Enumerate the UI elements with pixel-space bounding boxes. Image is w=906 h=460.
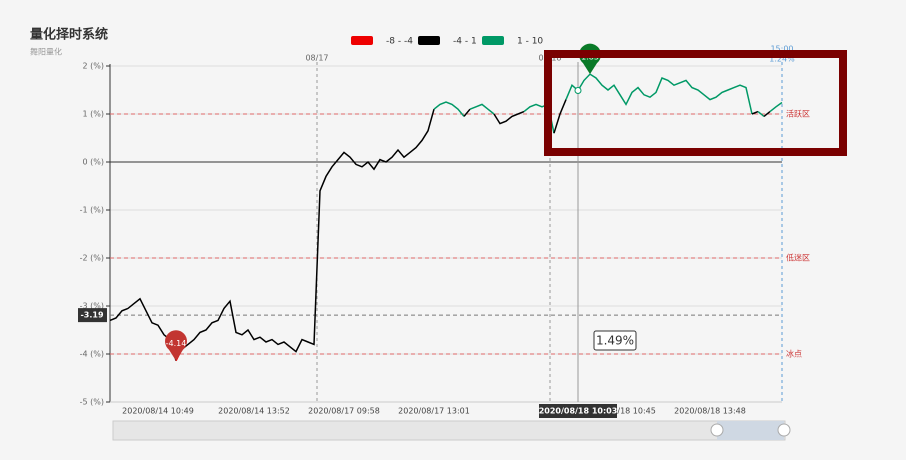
mark-line-label: 活跃区 (786, 109, 810, 119)
line-series (565, 73, 753, 115)
line-series (469, 103, 495, 115)
y-tick-label: -1 (%) (80, 206, 104, 215)
line-series (553, 99, 567, 134)
y-tick-label: -2 (%) (80, 254, 104, 263)
line-series (751, 110, 759, 115)
y-tick-label: 1 (%) (83, 110, 104, 119)
pin-label: -4.14 (166, 339, 187, 348)
chart-title: 量化择时系统 (30, 27, 108, 43)
line-series (769, 101, 783, 113)
line-series (181, 108, 435, 353)
pointer-dot (574, 86, 582, 94)
y-tick-label: -5 (%) (80, 398, 104, 407)
y-tick-label: 0 (%) (83, 158, 104, 167)
mark-line-label: 低迷区 (786, 253, 810, 263)
chart-subtitle: 舞阳量化 (30, 47, 62, 57)
pin (165, 330, 187, 361)
legend-swatch (351, 36, 373, 45)
zoom-slider[interactable] (112, 420, 786, 441)
line-series (109, 297, 177, 361)
last-time: 15:00 (770, 45, 793, 54)
y-tick-label: -4 (%) (80, 350, 104, 359)
x-tick-label: 2020/08/18 13:48 (674, 407, 746, 416)
y-tick-label: -3 (%) (80, 302, 104, 311)
zoom-handle[interactable] (777, 423, 791, 437)
line-series (763, 111, 771, 117)
x-tick-label: 2020/08/14 13:52 (218, 407, 290, 416)
pointer-x-label: 2020/08/18 10:03 (539, 407, 618, 416)
legend-swatch (482, 36, 504, 45)
pointer-x-box (539, 404, 617, 418)
day-label: 08/17 (305, 54, 328, 63)
legend-label: -4 - 1 (453, 37, 477, 47)
line-series (757, 111, 765, 117)
legend-label: -8 - -4 (386, 37, 413, 47)
tooltip-value: 1.49% (596, 334, 634, 348)
x-tick-label: 2020/08/14 10:49 (122, 407, 194, 416)
zoom-handle[interactable] (710, 423, 724, 437)
mark-line-label: 冰点 (786, 349, 802, 359)
crosshair-label: -3.19 (80, 311, 103, 320)
y-tick-label: 2 (%) (83, 62, 104, 71)
line-series (433, 101, 465, 117)
x-tick-label: 2020/08/17 09:58 (308, 407, 380, 416)
legend-label: 1 - 10 (517, 37, 543, 47)
x-tick-label: 2020/08/17 13:01 (398, 407, 470, 416)
legend-swatch (418, 36, 440, 45)
highlight-box (544, 50, 847, 156)
x-tick-label: 2020/08/18 10:45 (584, 407, 656, 416)
tooltip-box (593, 330, 637, 351)
line-series (493, 110, 525, 125)
zoom-window[interactable] (717, 421, 784, 440)
last-value-label: 1.24% (769, 55, 795, 64)
line-series (463, 108, 471, 117)
crosshair-label-box (78, 308, 107, 323)
